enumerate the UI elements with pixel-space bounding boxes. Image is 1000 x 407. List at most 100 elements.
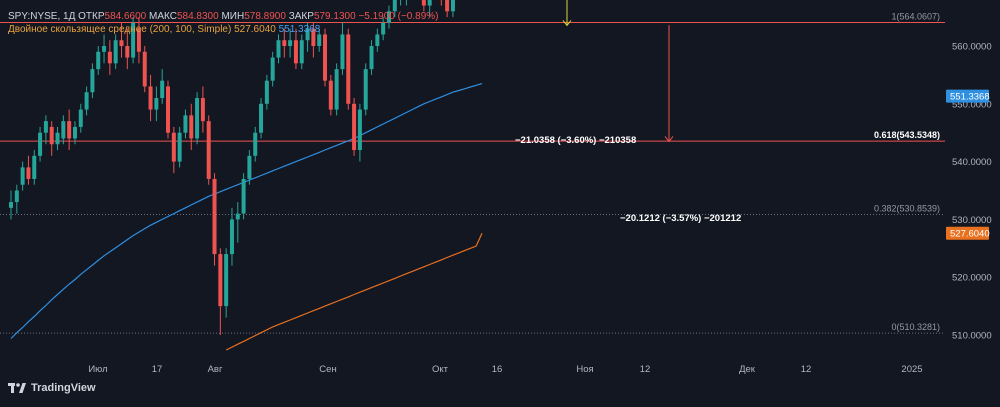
candle[interactable] [288,28,293,58]
candle[interactable] [78,103,83,133]
candle[interactable] [346,28,351,110]
candle[interactable] [264,74,269,110]
candle[interactable] [136,17,141,64]
candle[interactable] [200,86,205,133]
candle[interactable] [317,28,322,52]
candle[interactable] [340,22,345,75]
candle[interactable] [177,126,182,168]
tradingview-brand[interactable]: TradingView [8,382,96,394]
candle[interactable] [241,173,246,220]
candle[interactable] [195,92,200,145]
candle-body [160,80,165,99]
y-tick-label: 510.0000 [952,331,992,342]
candle[interactable] [229,207,234,266]
candle[interactable] [38,126,43,162]
candle[interactable] [421,0,426,12]
candle-body [386,11,391,23]
candle-body [235,213,240,220]
candle[interactable] [276,34,281,64]
candle-body [270,57,275,81]
candle[interactable] [381,17,386,41]
candle[interactable] [323,28,328,87]
candle[interactable] [282,28,287,58]
candle-body [9,202,13,208]
candle[interactable] [72,121,77,145]
x-tick-label: Авг [208,364,223,375]
y-tick-label: 520.0000 [952,273,992,284]
candle[interactable] [154,86,159,122]
candle[interactable] [404,0,408,6]
candle[interactable] [311,22,316,58]
candle[interactable] [61,115,66,145]
candle[interactable] [171,126,176,174]
candle-body [90,69,95,93]
candle[interactable] [218,248,223,335]
candle[interactable] [305,22,310,52]
candle[interactable] [20,161,25,191]
candle-body [317,34,322,46]
candle[interactable] [55,126,60,151]
candle[interactable] [363,63,368,116]
candle[interactable] [235,202,240,243]
candle[interactable] [183,109,188,139]
candle-body [84,92,89,110]
candle[interactable] [84,86,89,116]
candle[interactable] [26,155,31,185]
candle-body [67,121,72,139]
candle[interactable] [96,46,101,75]
candle[interactable] [247,150,252,185]
candle[interactable] [125,28,130,70]
candle[interactable] [445,0,450,18]
candle-body [14,190,19,203]
candle[interactable] [206,115,211,185]
candle[interactable] [102,34,107,64]
candle[interactable] [450,0,455,18]
ma-slow-line [225,233,483,351]
candle[interactable] [369,40,374,75]
candle[interactable] [224,248,229,318]
candle[interactable] [43,115,48,145]
candle[interactable] [131,17,136,64]
candle[interactable] [49,121,54,156]
candle-body [305,28,310,41]
candle[interactable] [148,74,153,122]
candle[interactable] [334,63,339,116]
candle[interactable] [352,98,357,156]
candle[interactable] [427,0,432,18]
candle[interactable] [357,103,362,162]
candle[interactable] [90,63,95,99]
candle[interactable] [375,28,380,52]
x-tick-label: Дек [739,364,756,375]
candle[interactable] [270,51,275,87]
x-tick-label: 17 [152,364,163,375]
candle[interactable] [166,80,171,139]
candle[interactable] [299,34,304,70]
candle[interactable] [253,126,258,162]
x-tick-label: Окт [432,364,449,375]
candle-body [113,40,118,64]
candle[interactable] [328,74,333,116]
candle[interactable] [386,5,391,29]
candle-body [241,178,246,214]
candle[interactable] [392,0,397,18]
candle[interactable] [119,22,124,58]
candle[interactable] [107,40,112,75]
candle[interactable] [142,46,147,93]
candle[interactable] [160,69,165,104]
candle[interactable] [113,34,118,70]
candle[interactable] [32,150,37,185]
legend-high-value: 584.8300 [176,11,219,22]
candle[interactable] [293,28,298,70]
candle[interactable] [399,0,403,6]
candle[interactable] [67,109,72,151]
candle-body [102,46,107,52]
candle[interactable] [189,103,194,151]
candle[interactable] [212,173,217,266]
candle[interactable] [14,184,19,214]
legend-ma2-value: 551.3368 [278,24,321,35]
candle-body [49,126,54,145]
candle[interactable] [259,98,264,139]
candle[interactable] [9,190,13,220]
